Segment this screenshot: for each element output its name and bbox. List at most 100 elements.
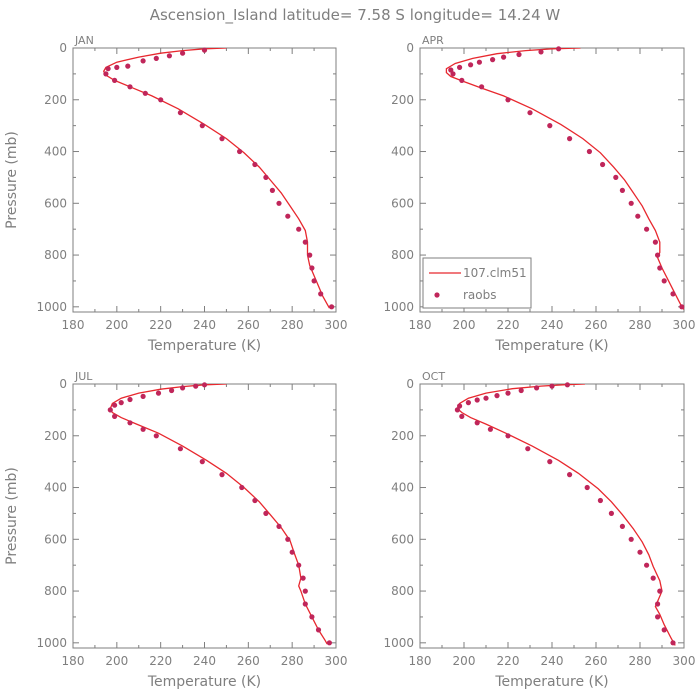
obs-point xyxy=(300,575,306,581)
panel-jul: 180 200 220 240 260 280 300 0 200 400 600 800 1000 JU… xyxy=(4,370,347,690)
obs-point xyxy=(158,97,164,103)
obs-point xyxy=(239,484,245,491)
obs-point xyxy=(490,57,496,63)
obs-point xyxy=(155,390,162,396)
x-tick-label: 200 xyxy=(105,654,128,668)
obs-point xyxy=(459,413,465,419)
obs-point xyxy=(105,66,111,72)
obs-point xyxy=(567,472,573,478)
obs-point xyxy=(586,148,593,155)
obs-point xyxy=(657,265,663,271)
x-tick-label: 260 xyxy=(237,318,260,332)
y-tick-label: 800 xyxy=(391,248,414,262)
obs-point xyxy=(501,54,507,60)
obs-point xyxy=(597,497,604,504)
obs-point xyxy=(276,200,282,206)
obs-point xyxy=(296,562,302,568)
obs-point xyxy=(628,536,634,542)
y-tick-label: 1000 xyxy=(36,300,67,314)
obs-point xyxy=(650,575,656,581)
obs-point xyxy=(193,383,199,389)
obs-point xyxy=(153,433,159,439)
y-tick-label: 800 xyxy=(391,584,414,598)
obs-point xyxy=(661,278,667,284)
obs-point xyxy=(600,161,606,168)
legend: 107.clm51 raobs xyxy=(422,257,532,309)
y-tick-label: 400 xyxy=(391,481,414,495)
obs-point xyxy=(628,200,634,206)
obs-point xyxy=(112,402,118,408)
x-tick-label: 280 xyxy=(629,318,652,332)
x-tick-label: 200 xyxy=(453,318,476,332)
y-tick-label: 1000 xyxy=(383,300,414,314)
obs-point xyxy=(118,400,124,406)
x-tick-label: 280 xyxy=(281,654,304,668)
obs-point xyxy=(527,110,533,116)
obs-point xyxy=(285,536,291,542)
x-axis-label: Temperature (K) xyxy=(494,674,608,690)
obs-point xyxy=(237,148,243,155)
x-tick-label: 300 xyxy=(673,654,696,668)
obs-point xyxy=(127,396,133,403)
obs-point xyxy=(465,400,471,406)
obs-point xyxy=(112,77,118,83)
legend-label-model: 107.clm51 xyxy=(463,266,527,280)
obs-point xyxy=(263,510,269,516)
obs-point xyxy=(476,59,482,65)
obs-point xyxy=(459,77,465,83)
obs-point xyxy=(309,265,315,271)
obs-point xyxy=(547,459,553,465)
series-line-107-clm51 xyxy=(109,384,328,645)
y-tick-label: 200 xyxy=(391,93,414,107)
obs-point xyxy=(219,136,225,142)
obs-point xyxy=(166,53,172,59)
y-axis-label: Pressure (mb) xyxy=(4,467,20,565)
x-tick-label: 220 xyxy=(149,654,172,668)
x-tick-label: 180 xyxy=(409,654,432,668)
x-tick-label: 220 xyxy=(497,318,520,332)
obs-point xyxy=(107,407,113,413)
series-line-107-clm51 xyxy=(102,48,330,309)
x-tick-label: 200 xyxy=(105,318,128,332)
obs-point xyxy=(302,239,308,245)
obs-point xyxy=(201,47,208,53)
y-tick-label: 600 xyxy=(391,196,414,210)
obs-point xyxy=(448,67,454,73)
legend-label-obs: raobs xyxy=(463,288,497,302)
y-tick-label: 800 xyxy=(44,584,67,598)
obs-point xyxy=(309,614,315,620)
obs-point xyxy=(657,588,663,594)
obs-point xyxy=(199,459,205,465)
panel-jan: 180 200 220 240 260 280 300 0 200 400 600 800 1000 JA… xyxy=(4,34,347,354)
series-line-107-clm51 xyxy=(445,48,684,310)
obs-point xyxy=(307,252,313,258)
x-tick-label: 300 xyxy=(673,318,696,332)
x-axis-label: Temperature (K) xyxy=(147,338,261,354)
plot-frame xyxy=(419,383,685,649)
y-tick-label: 0 xyxy=(406,377,414,391)
x-tick-label: 280 xyxy=(281,318,304,332)
obs-point xyxy=(302,601,308,607)
x-tick-label: 220 xyxy=(497,654,520,668)
y-axis-label: Pressure (mb) xyxy=(4,131,20,229)
obs-point xyxy=(219,472,225,478)
y-tick-label: 400 xyxy=(391,145,414,159)
obs-point xyxy=(112,413,118,419)
y-tick-label: 200 xyxy=(44,93,67,107)
legend-marker-swatch xyxy=(434,292,440,298)
series-line-107-clm51 xyxy=(456,384,676,646)
obs-point xyxy=(567,136,573,142)
obs-point xyxy=(505,390,511,396)
panel-title: OCT xyxy=(422,370,445,383)
obs-point xyxy=(584,484,590,491)
x-tick-label: 240 xyxy=(541,654,564,668)
y-tick-label: 400 xyxy=(44,481,67,495)
x-tick-label: 280 xyxy=(629,654,652,668)
y-tick-label: 600 xyxy=(44,196,67,210)
obs-point xyxy=(556,46,562,52)
x-tick-label: 260 xyxy=(237,654,260,668)
panel-apr: 180 200 220 240 260 280 300 0 200 400 600 800 1000 AP… xyxy=(383,34,695,354)
obs-point xyxy=(549,383,555,389)
x-tick-label: 180 xyxy=(62,318,85,332)
obs-point xyxy=(289,549,295,555)
